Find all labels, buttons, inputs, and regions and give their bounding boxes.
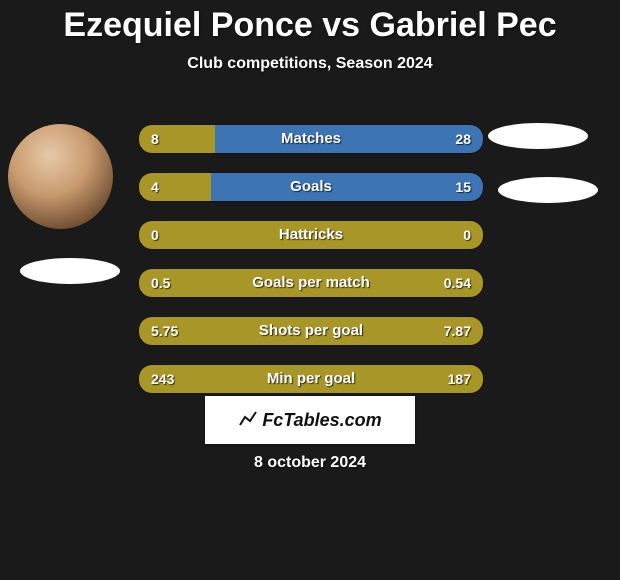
stat-row: 0 Hattricks 0 bbox=[138, 220, 484, 250]
stat-row: 8 Matches 28 bbox=[138, 124, 484, 154]
chart-icon bbox=[238, 409, 258, 429]
stat-row: 0.5 Goals per match 0.54 bbox=[138, 268, 484, 298]
stat-row: 243 Min per goal 187 bbox=[138, 364, 484, 394]
player-right-flag-1 bbox=[488, 123, 588, 149]
stat-label: Matches bbox=[139, 125, 483, 153]
stat-label: Min per goal bbox=[139, 365, 483, 393]
player-left-flag bbox=[20, 258, 120, 284]
stat-bars: 8 Matches 28 4 Goals 15 0 Hattricks 0 0.… bbox=[138, 124, 482, 412]
stat-label: Shots per goal bbox=[139, 317, 483, 345]
player-right-flag-2 bbox=[498, 177, 598, 203]
stat-value-right: 28 bbox=[455, 125, 471, 153]
stat-value-right: 0.54 bbox=[444, 269, 471, 297]
stat-value-right: 15 bbox=[455, 173, 471, 201]
branding-text: FcTables.com bbox=[262, 410, 381, 430]
date-text: 8 october 2024 bbox=[0, 454, 620, 472]
player-left-avatar bbox=[8, 124, 113, 229]
stat-value-right: 7.87 bbox=[444, 317, 471, 345]
stat-row: 5.75 Shots per goal 7.87 bbox=[138, 316, 484, 346]
stat-value-right: 187 bbox=[448, 365, 471, 393]
page-title: Ezequiel Ponce vs Gabriel Pec bbox=[0, 0, 620, 45]
branding-box: FcTables.com bbox=[205, 396, 415, 444]
comparison-card: Ezequiel Ponce vs Gabriel Pec Club compe… bbox=[0, 0, 620, 580]
stat-value-right: 0 bbox=[463, 221, 471, 249]
stat-label: Goals bbox=[139, 173, 483, 201]
stat-label: Goals per match bbox=[139, 269, 483, 297]
stat-row: 4 Goals 15 bbox=[138, 172, 484, 202]
stat-label: Hattricks bbox=[139, 221, 483, 249]
subtitle: Club competitions, Season 2024 bbox=[0, 55, 620, 73]
